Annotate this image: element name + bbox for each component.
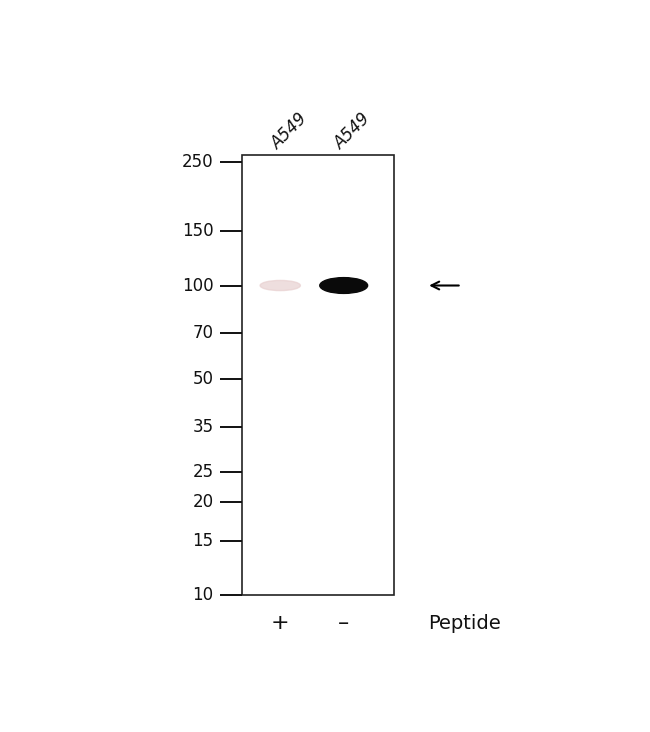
Text: 35: 35 <box>192 418 214 436</box>
Text: Peptide: Peptide <box>428 614 501 632</box>
Text: +: + <box>271 613 289 633</box>
Text: A549: A549 <box>331 109 374 153</box>
Ellipse shape <box>320 277 368 294</box>
Text: 100: 100 <box>182 277 214 294</box>
Text: 25: 25 <box>192 463 214 481</box>
Text: 15: 15 <box>192 531 214 550</box>
Ellipse shape <box>260 280 300 291</box>
Text: 250: 250 <box>182 153 214 171</box>
Text: 50: 50 <box>193 370 214 388</box>
Text: A549: A549 <box>268 109 311 153</box>
Text: 70: 70 <box>193 324 214 343</box>
Bar <box>242 155 394 595</box>
Text: –: – <box>338 613 349 633</box>
Text: 20: 20 <box>192 493 214 511</box>
Text: 150: 150 <box>182 222 214 240</box>
Text: 10: 10 <box>192 586 214 604</box>
